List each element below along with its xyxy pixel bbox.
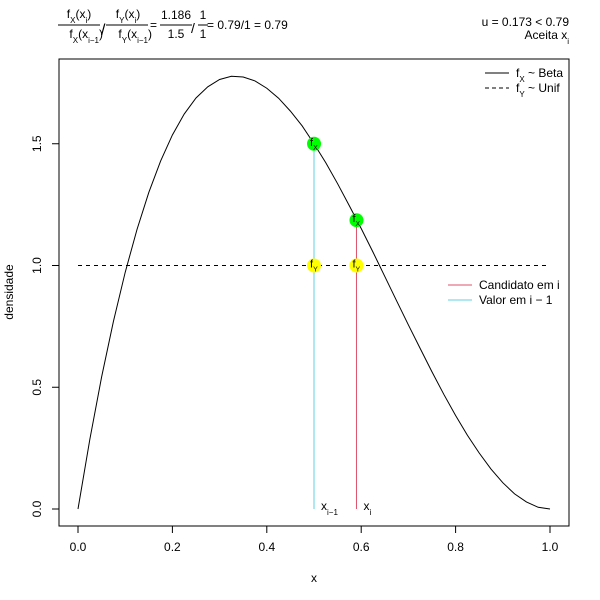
x-tick-label: 0.6 <box>353 540 370 554</box>
formula-num1-arg-sub: i <box>85 16 87 25</box>
legend-label-suffix: ~ Beta <box>525 66 564 80</box>
point-label-sub: X <box>356 221 361 228</box>
point-label-base: f <box>310 137 314 149</box>
x-annotations: xi−1 xi <box>321 499 371 517</box>
point-label-base: f <box>352 259 356 271</box>
x-tick-label: 0.8 <box>447 540 464 554</box>
y-tick-label: 0.5 <box>30 379 44 396</box>
legend-label: fX ~ Beta <box>516 66 563 84</box>
point-label: fY <box>352 259 360 274</box>
formula-slash: / <box>191 20 195 36</box>
formula-num1-base: f <box>67 7 71 21</box>
formula-den1-paren: ) <box>99 27 103 41</box>
formula-num2: fY(xi) <box>116 7 140 25</box>
x-annotation-sub: i <box>369 508 371 517</box>
formula-den1-sub: X <box>73 36 79 45</box>
x-annotation-base: x <box>321 499 327 513</box>
formula-den1-arg-sub: i−1 <box>88 36 99 45</box>
legend-label: Valor em i − 1 <box>479 293 553 307</box>
axes: 0.0 0.2 0.4 0.6 0.8 1.0 0.0 0.5 1.0 1.5 <box>30 135 559 554</box>
formula-value-den2: 1 <box>200 27 207 41</box>
decision-line2-base: Aceita x <box>525 28 568 42</box>
formula-num1-paren: ) <box>87 7 91 21</box>
point-label: fX <box>310 137 318 152</box>
formula-den2-arg-sub: i−1 <box>137 36 148 45</box>
point-label-sub: Y <box>356 266 361 273</box>
legend-label-base: f <box>516 81 520 95</box>
formula-den2: fY(xi−1) <box>118 27 152 45</box>
formula-equals: = <box>150 18 157 32</box>
formula-den2-arg: x <box>131 27 137 41</box>
point-label-base: f <box>352 213 356 225</box>
formula-slash: / <box>101 22 106 39</box>
point-label-sub: X <box>313 144 318 151</box>
legend-label-sub: X <box>519 75 525 84</box>
formula-value-den1: 1.5 <box>168 27 185 41</box>
y-axis-label: densidade <box>2 264 16 320</box>
x-tick-label: 0.2 <box>164 540 181 554</box>
legend-label-suffix: ~ Unif <box>525 81 561 95</box>
x-tick-label: 0.4 <box>258 540 275 554</box>
point-marker <box>349 213 364 228</box>
formula-num2-sub: Y <box>119 16 125 25</box>
legend-label: Candidato em i <box>479 278 560 292</box>
x-annotation-base: x <box>363 499 369 513</box>
decision-line1: u = 0.173 < 0.79 <box>482 15 570 29</box>
acceptance-ratio-formula: fX(xi)fX(xi−1)/fY(xi)fY(xi−1)=1.1861.5/1… <box>58 7 288 45</box>
point-marker <box>307 258 321 273</box>
formula-num2-arg-sub: i <box>134 16 136 25</box>
legend-label-base: f <box>516 66 520 80</box>
point-label-sub: Y <box>313 266 318 273</box>
legend-label-sub: Y <box>519 90 525 99</box>
formula-value-num1: 1.186 <box>161 8 191 22</box>
formula-result: = 0.79/1 = 0.79 <box>207 18 288 32</box>
formula-num2-arg: x <box>128 7 134 21</box>
x-annotation: xi <box>363 499 371 517</box>
point-marker <box>349 258 364 273</box>
decision-line2: Aceita xi <box>525 28 570 46</box>
y-tick-label: 1.5 <box>30 135 44 152</box>
point-label-base: f <box>310 259 314 271</box>
formula-num2-paren: ) <box>136 7 140 21</box>
x-annotation-sub: i−1 <box>327 508 338 517</box>
segments-layer <box>313 143 357 509</box>
x-annotation: xi−1 <box>321 499 338 517</box>
formula-den2-paren: ( <box>127 27 131 41</box>
formula-num2-paren: ( <box>124 7 128 21</box>
point-marker <box>307 136 321 151</box>
x-tick-label: 0.0 <box>70 540 87 554</box>
formula-value-num2: 1 <box>200 8 207 22</box>
point-label: fY <box>310 259 318 274</box>
decision-line2-sub: i <box>567 37 569 46</box>
formula-num2-base: f <box>116 7 120 21</box>
formula-num1-sub: X <box>70 16 76 25</box>
y-tick-label: 1.0 <box>30 257 44 274</box>
formula-den1-arg: x <box>82 27 88 41</box>
point-label: fX <box>352 213 360 228</box>
formula-num1-arg: x <box>79 7 85 21</box>
legend-label: fY ~ Unif <box>516 81 560 99</box>
formula-num1-paren: ( <box>75 7 79 21</box>
formula-den1: fX(xi−1) <box>69 27 103 45</box>
formula-den1-paren: ( <box>78 27 82 41</box>
formula-den2-base: f <box>118 27 122 41</box>
formula-den2-sub: Y <box>122 36 128 45</box>
x-tick-label: 1.0 <box>542 540 559 554</box>
formula-num1: fX(xi) <box>67 7 91 25</box>
formula-den1-base: f <box>69 27 73 41</box>
x-axis-label: x <box>311 571 317 585</box>
formula-den2-paren: ) <box>148 27 152 41</box>
y-tick-label: 0.0 <box>30 500 44 517</box>
